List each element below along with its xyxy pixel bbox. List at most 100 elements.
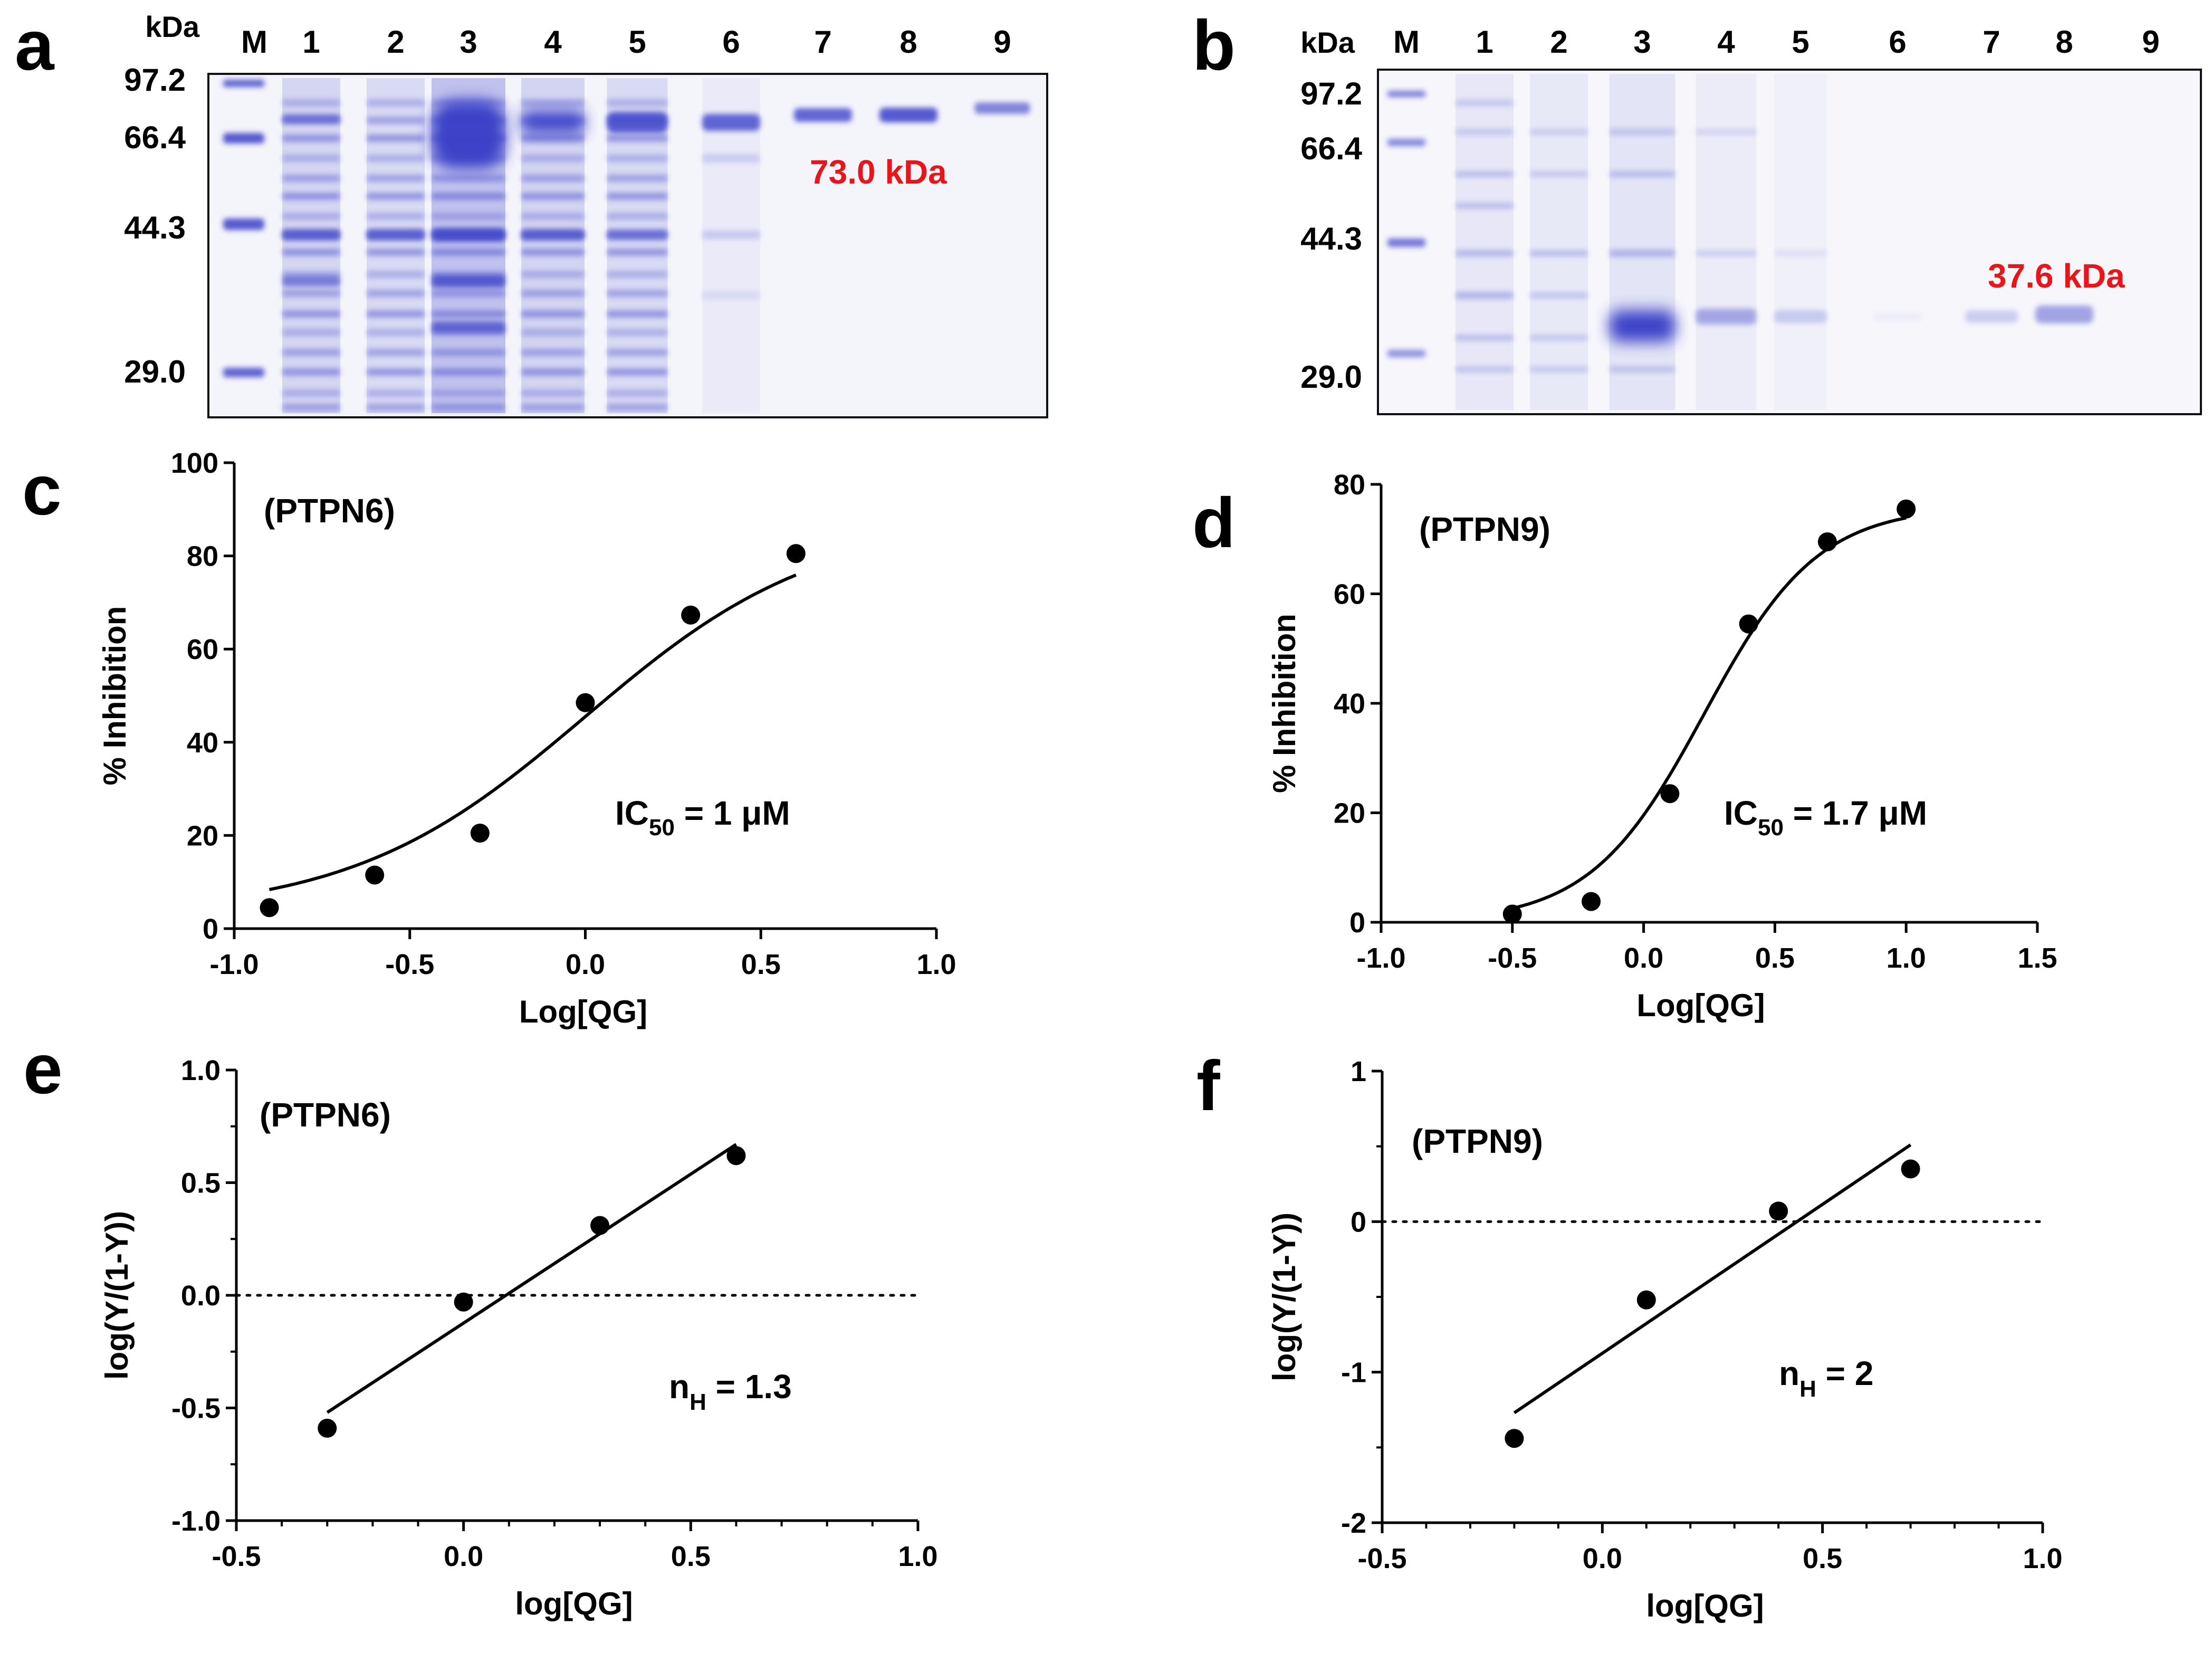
marker-label: 44.3 [1300,221,1362,256]
data-point [590,1216,610,1235]
gel-band [1387,139,1425,146]
gel-band [702,154,760,163]
data-point [1505,1429,1524,1448]
lane-smear [702,78,760,413]
y-tick-label: -1 [1341,1357,1366,1389]
panel-b-label: b [1192,6,1236,85]
gel-band [282,249,340,256]
annotation-tail: = 1.3 [706,1368,792,1406]
gel-band [282,389,340,397]
gel-band [432,404,505,411]
gel-band [367,117,425,124]
panel-d-ic50-annotation: IC50 = 1.7 μM [1724,794,1927,840]
lane-smear [1774,74,1827,410]
lane-label: M [1393,24,1420,60]
data-point [681,605,701,625]
x-tick-label: -1.0 [209,949,258,980]
data-point [470,823,490,843]
gel-band [367,99,425,107]
annotation-subscript: 50 [649,815,675,840]
panel-f-title: (PTPN9) [1412,1122,1543,1160]
lane-label: 1 [1476,24,1493,60]
x-tick-label: -0.5 [385,949,434,980]
gel-band [521,229,585,241]
gel-band [1609,250,1675,257]
gel-band [367,271,425,278]
gel-band [702,231,760,239]
panel-b-lane-labels: M 1 2 3 4 5 6 7 8 9 [1393,24,2160,60]
gel-band [607,155,668,162]
gel-band [1387,350,1425,357]
gel-band [607,175,668,182]
gel-band [1530,129,1588,135]
lane-label: 1 [302,24,320,60]
gel-band [1874,312,1921,321]
lane-label: 4 [1717,24,1735,60]
gel-band [1609,366,1675,372]
gel-band [367,249,425,256]
gel-band [282,155,340,162]
panel-a-gel: a kDa M 1 2 3 4 5 6 7 8 9 97.2 66.4 44.3… [15,6,1048,418]
annotation-tail: = 1.7 μM [1784,794,1927,832]
gel-band [282,276,340,286]
panel-e-hill-annotation: nH = 1.3 [669,1368,792,1415]
gel-band [1455,100,1514,106]
gel-band [607,368,668,376]
lane-label: 6 [722,24,740,60]
gel-band [432,368,505,376]
x-tick-label: 0.0 [1583,1543,1622,1574]
gel-band [1387,91,1425,97]
y-tick-label: 0.5 [181,1168,221,1199]
y-tick-label: 20 [187,820,218,852]
lane-label: 5 [628,24,646,60]
y-tick-label: 40 [187,727,218,759]
y-axis-label: log(Y/(1-Y)) [1267,1212,1302,1381]
gel-band [1696,309,1757,324]
y-tick-label: 0 [1349,907,1365,939]
panel-a-marker-labels: 97.2 66.4 44.3 29.0 [124,62,186,389]
gel-band [282,135,340,142]
gel-band [521,329,585,336]
panel-b-kda-label: kDa [1300,26,1355,59]
annotation-tail: = 1 μM [675,794,790,832]
gel-band [223,368,264,377]
lane-label: 5 [1792,24,1809,60]
gel-band [607,329,668,336]
gel-band [432,310,505,318]
x-tick-label: 1.5 [2017,942,2057,974]
gel-band [607,290,668,297]
gel-band [223,133,264,144]
data-point [1660,784,1680,804]
y-tick-label: -0.5 [171,1393,221,1425]
gel-band [432,193,505,200]
gel-band [282,329,340,336]
gel-band [367,290,425,297]
gel-band [367,155,425,162]
gel-band [521,310,585,318]
gel-band [223,218,264,230]
gel-band [607,135,668,142]
lane-label: 2 [387,24,404,60]
gel-band [1965,310,2018,323]
annotation-subscript: H [1799,1376,1816,1402]
gel-band [367,389,425,397]
gel-band [607,112,668,133]
data-point [726,1146,746,1166]
panel-d-title: (PTPN9) [1419,510,1550,548]
y-tick-label: 80 [187,541,218,572]
gel-band [367,175,425,182]
data-point [1582,892,1601,911]
gel-band [1696,129,1757,135]
gel-band [521,271,585,278]
gel-band [282,193,340,200]
y-tick-label: 60 [1334,579,1365,610]
lane-label: 8 [899,24,917,60]
x-axis-label: log[QG] [1646,1588,1764,1623]
x-tick-label: 1.0 [916,949,956,980]
gel-band [432,349,505,356]
fit-line [326,1143,738,1414]
gel-band [367,193,425,200]
annotation-subscript: H [690,1389,706,1415]
gel-band [282,404,340,411]
